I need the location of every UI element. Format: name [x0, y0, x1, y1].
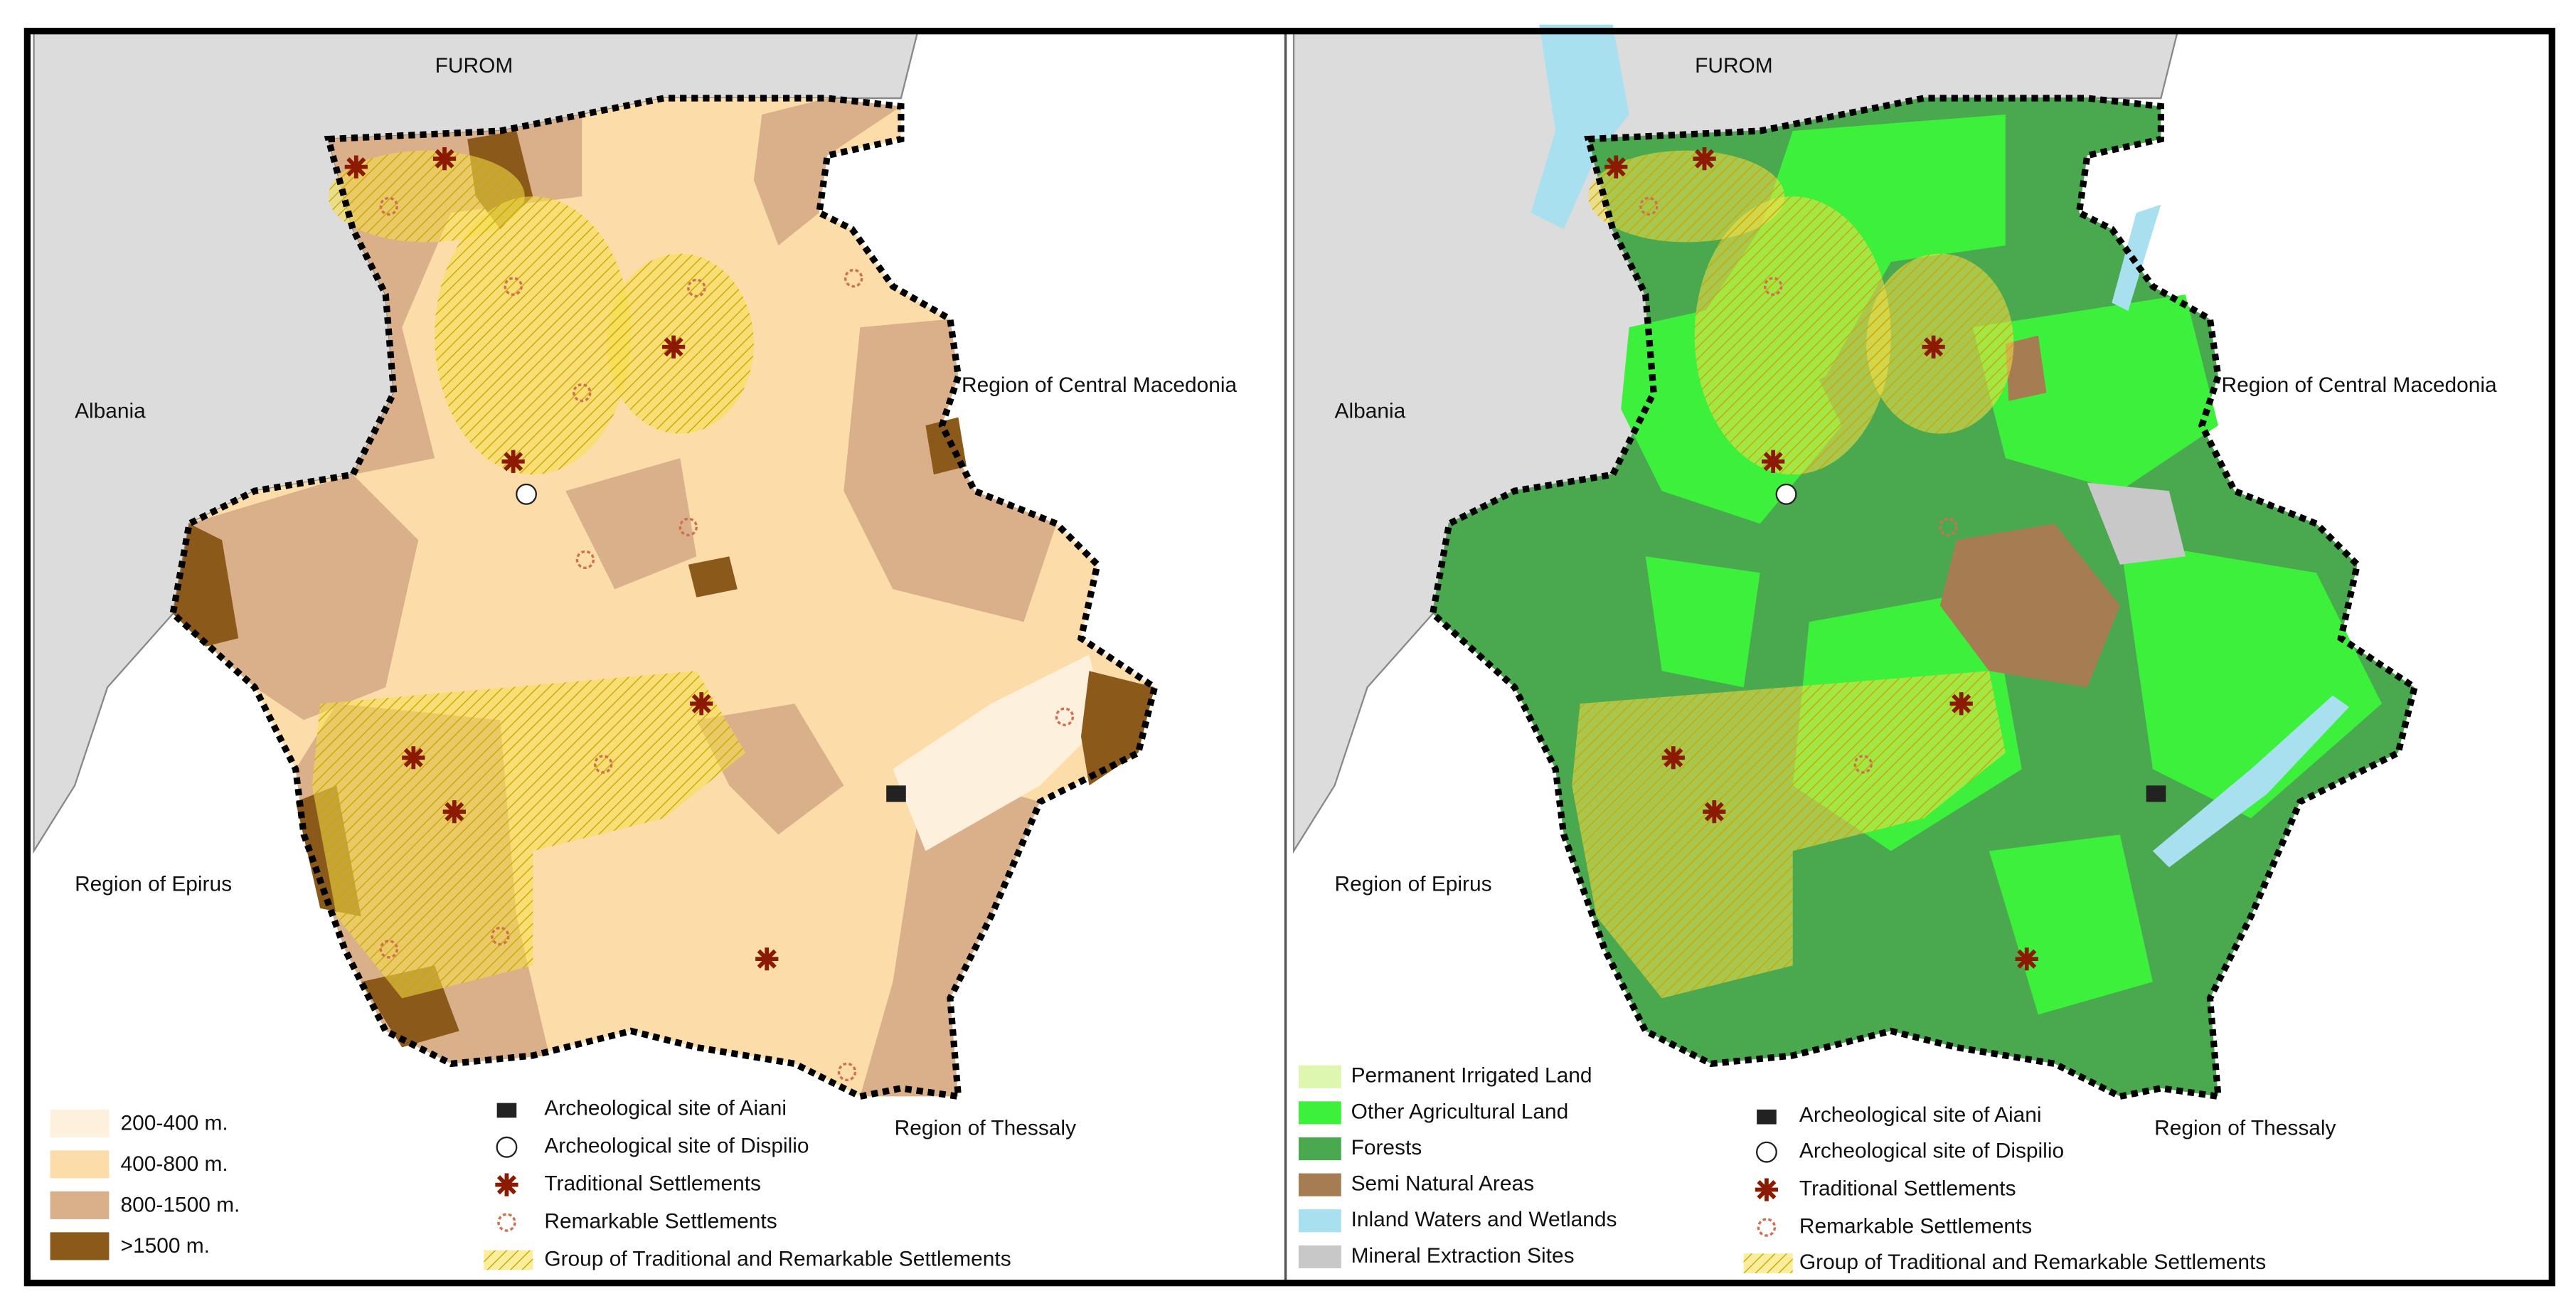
legend-label: Archeological site of Aiani: [544, 1097, 787, 1120]
symbol-legend: Archeological site of Aiani Archeologica…: [1743, 1103, 2266, 1274]
map-label: Region of Central Macedonia: [962, 373, 1238, 397]
map-label: Region of Epirus: [1335, 873, 1492, 896]
map-label: Region of Thessaly: [2154, 1116, 2336, 1140]
map-label: Region of Thessaly: [895, 1116, 1076, 1140]
legend-label: Archeological site of Dispilio: [544, 1135, 809, 1158]
symbol-legend: Archeological site of Aiani Archeologica…: [484, 1097, 1011, 1270]
legend-label: Semi Natural Areas: [1351, 1172, 1535, 1196]
map-label: Albania: [1335, 400, 1406, 423]
settlement-symbols: [1604, 147, 2166, 970]
legend-label: Archeological site of Dispilio: [1799, 1140, 2064, 1163]
legend-label: 800-1500 m.: [121, 1193, 240, 1216]
legend-label: Forests: [1351, 1136, 1422, 1159]
elevation-200-400: [893, 654, 1106, 851]
map-label: Region of Central Macedonia: [2222, 373, 2498, 397]
map-label: Albania: [75, 400, 146, 423]
mineral-extraction: [2087, 482, 2186, 565]
inland-waters: [2112, 204, 2349, 868]
settlement-symbols: [345, 147, 1075, 1082]
frame: [23, 28, 2555, 1287]
legend-label: Traditional Settlements: [1799, 1177, 2016, 1200]
legend-label: Mineral Extraction Sites: [1351, 1244, 1575, 1268]
legend-label: Archeological site of Aiani: [1799, 1103, 2042, 1127]
legend-label: Other Agricultural Land: [1351, 1100, 1569, 1123]
map-label: Region of Epirus: [75, 873, 232, 896]
legend-label: Remarkable Settlements: [1799, 1214, 2032, 1238]
map-label: FUROM: [435, 54, 513, 78]
lake: [1531, 24, 1629, 230]
legend-label: >1500 m.: [121, 1234, 210, 1258]
elevation-legend: 200-400 m. 400-800 m. 800-1500 m. >1500 …: [50, 1109, 240, 1260]
legend-label: Traditional Settlements: [544, 1172, 761, 1196]
semi-natural-areas: [1939, 335, 2120, 688]
legend-label: Permanent Irrigated Land: [1351, 1064, 1592, 1088]
elevation-map: FUROM Albania Region of Central Macedoni…: [33, 31, 1238, 1270]
legend-label: Inland Waters and Wetlands: [1351, 1208, 1617, 1231]
legend-label: Group of Traditional and Remarkable Sett…: [1799, 1250, 2266, 1274]
legend-label: Remarkable Settlements: [544, 1209, 777, 1233]
legend-label: Group of Traditional and Remarkable Sett…: [544, 1247, 1011, 1270]
legend-label: 200-400 m.: [121, 1111, 228, 1135]
legend-label: 400-800 m.: [121, 1152, 228, 1176]
land-cover-legend: Permanent Irrigated Land Other Agricultu…: [1298, 1064, 1617, 1268]
land-cover-map: FUROM Albania Region of Central Macedoni…: [1292, 24, 2498, 1274]
map-label: FUROM: [1695, 54, 1773, 78]
